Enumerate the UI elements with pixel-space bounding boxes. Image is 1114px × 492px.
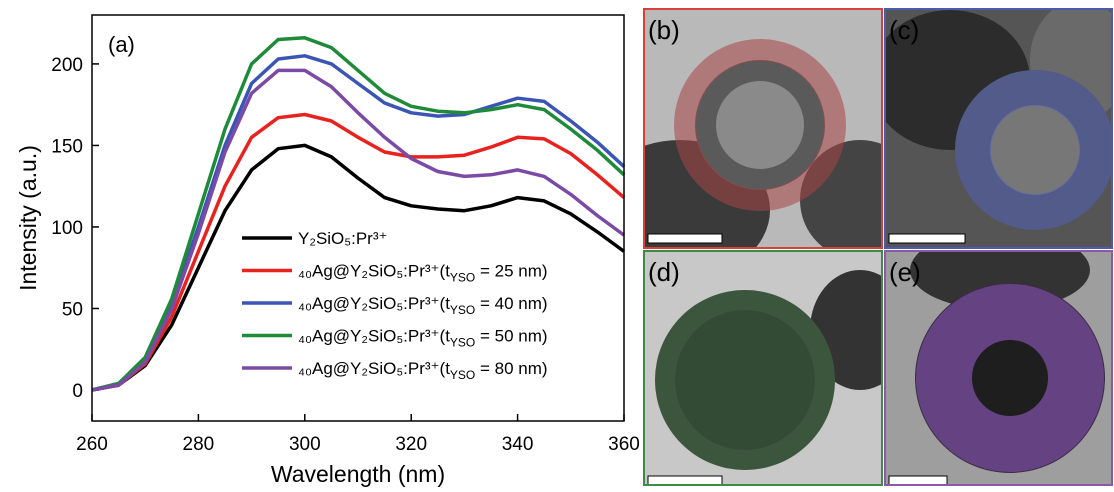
legend-label: ₄₀Ag@Y₂SiO₅:Pr³⁺(tYSO = 25 nm) [298, 262, 548, 285]
legend-label: ₄₀Ag@Y₂SiO₅:Pr³⁺(tYSO = 50 nm) [298, 327, 548, 350]
panel-border [884, 8, 1113, 249]
panel-border [643, 250, 883, 486]
panel-border [884, 250, 1113, 486]
x-axis-label: Wavelength (nm) [271, 461, 445, 487]
x-tick-label: 340 [502, 434, 534, 455]
line-series [91, 68, 626, 392]
legend-label: ₄₀Ag@Y₂SiO₅:Pr³⁺(tYSO = 80 nm) [298, 359, 548, 382]
plot-frame [91, 14, 625, 422]
line-series [91, 112, 626, 392]
x-tick-label: 280 [183, 434, 215, 455]
y-tick-label: 0 [72, 381, 83, 402]
line-series [91, 36, 626, 392]
legend-label: ₄₀Ag@Y₂SiO₅:Pr³⁺(tYSO = 40 nm) [298, 294, 548, 317]
x-tick-label: 360 [608, 434, 640, 455]
panel-label: (e) [889, 257, 921, 287]
tem-image [885, 9, 1112, 248]
panel-label: (d) [648, 257, 680, 287]
y-axis-label: Intensity (a.u.) [15, 145, 41, 291]
tem-image [644, 9, 882, 248]
x-tick-label: 260 [76, 434, 108, 455]
legend-label: Y₂SiO₅:Pr³⁺ [298, 229, 387, 248]
y-tick-label: 50 [62, 299, 83, 320]
x-tick-label: 320 [395, 434, 427, 455]
y-tick-label: 200 [51, 55, 83, 76]
panel-label: (a) [108, 32, 135, 57]
y-tick-label: 100 [51, 218, 83, 239]
tem-image [644, 251, 882, 485]
x-tick-label: 300 [289, 434, 321, 455]
panel-border [643, 8, 883, 249]
panel-label: (c) [889, 15, 919, 45]
line-series [91, 143, 626, 392]
y-tick-label: 150 [51, 136, 83, 157]
tem-image [885, 251, 1112, 485]
panel-label: (b) [648, 15, 680, 45]
